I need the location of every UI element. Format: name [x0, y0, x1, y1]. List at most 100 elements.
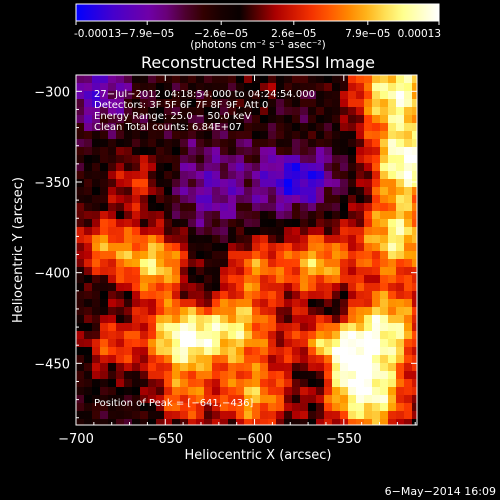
heatmap-cell: [300, 243, 308, 251]
heatmap-cell: [196, 275, 204, 283]
heatmap-cell: [380, 227, 388, 235]
heatmap-cell: [284, 403, 292, 411]
heatmap-cell: [164, 171, 172, 179]
heatmap-cell: [356, 219, 364, 227]
heatmap-cell: [332, 259, 340, 267]
heatmap-cell: [212, 251, 220, 259]
heatmap-cell: [284, 243, 292, 251]
heatmap-cell: [196, 187, 204, 195]
heatmap-cell: [108, 395, 116, 403]
heatmap-cell: [276, 419, 284, 425]
heatmap-cell: [92, 99, 100, 107]
heatmap-cell: [204, 99, 212, 107]
heatmap-cell: [204, 147, 212, 155]
heatmap-cell: [284, 339, 292, 347]
heatmap-cell: [236, 283, 244, 291]
heatmap-cell: [412, 371, 417, 379]
heatmap-cell: [92, 155, 100, 163]
heatmap-cell: [140, 331, 148, 339]
heatmap-cell: [236, 219, 244, 227]
heatmap-cell: [396, 283, 404, 291]
heatmap-cell: [332, 155, 340, 163]
heatmap-cell: [260, 155, 268, 163]
heatmap-cell: [164, 163, 172, 171]
heatmap-cell: [380, 315, 388, 323]
heatmap-cell: [356, 179, 364, 187]
heatmap-cell: [316, 307, 324, 315]
heatmap-cell: [100, 219, 108, 227]
heatmap-cell: [252, 107, 260, 115]
heatmap-cell: [76, 163, 84, 171]
heatmap-cell: [172, 227, 180, 235]
heatmap-cell: [76, 91, 84, 99]
heatmap-cell: [380, 363, 388, 371]
heatmap-cell: [116, 195, 124, 203]
heatmap-cell: [92, 259, 100, 267]
heatmap-cell: [180, 83, 188, 91]
heatmap-cell: [124, 179, 132, 187]
heatmap-cell: [124, 219, 132, 227]
heatmap-cell: [316, 339, 324, 347]
heatmap-cell: [284, 275, 292, 283]
heatmap-cell: [172, 395, 180, 403]
heatmap-cell: [276, 115, 284, 123]
heatmap-cell: [172, 259, 180, 267]
heatmap-cell: [396, 83, 404, 91]
heatmap-cell: [244, 107, 252, 115]
heatmap-cell: [204, 347, 212, 355]
heatmap-cell: [276, 379, 284, 387]
heatmap-cell: [300, 403, 308, 411]
heatmap-cell: [100, 259, 108, 267]
heatmap-cell: [316, 235, 324, 243]
heatmap-cell: [396, 395, 404, 403]
heatmap-cell: [300, 171, 308, 179]
heatmap-cell: [388, 259, 396, 267]
heatmap-cell: [132, 179, 140, 187]
heatmap-cell: [348, 99, 356, 107]
heatmap-cell: [364, 123, 372, 131]
heatmap-cell: [124, 395, 132, 403]
heatmap-cell: [308, 419, 316, 425]
heatmap-cell: [380, 307, 388, 315]
heatmap-cell: [148, 163, 156, 171]
heatmap-cell: [228, 187, 236, 195]
heatmap-cell: [132, 147, 140, 155]
heatmap-cell: [340, 291, 348, 299]
heatmap-cell: [292, 419, 300, 425]
heatmap-cell: [108, 171, 116, 179]
heatmap-cell: [388, 75, 396, 83]
heatmap-cell: [348, 139, 356, 147]
heatmap-cell: [340, 187, 348, 195]
heatmap-cell: [388, 83, 396, 91]
heatmap-cell: [212, 379, 220, 387]
heatmap-cell: [308, 283, 316, 291]
heatmap-cell: [116, 83, 124, 91]
heatmap-cell: [244, 227, 252, 235]
heatmap-cell: [100, 315, 108, 323]
heatmap-cell: [212, 307, 220, 315]
heatmap-cell: [316, 123, 324, 131]
heatmap-cell: [380, 219, 388, 227]
heatmap-cell: [412, 115, 417, 123]
heatmap-cell: [284, 347, 292, 355]
heatmap-cell: [404, 347, 412, 355]
heatmap-cell: [356, 275, 364, 283]
heatmap-cell: [284, 219, 292, 227]
heatmap-cell: [284, 379, 292, 387]
heatmap-cell: [76, 363, 84, 371]
heatmap-cell: [204, 131, 212, 139]
heatmap-cell: [212, 131, 220, 139]
heatmap-cell: [236, 347, 244, 355]
heatmap-cell: [300, 291, 308, 299]
heatmap-cell: [268, 243, 276, 251]
heatmap-cell: [172, 115, 180, 123]
heatmap-cell: [212, 323, 220, 331]
heatmap-cell: [92, 411, 100, 419]
heatmap-cell: [140, 323, 148, 331]
heatmap-cell: [108, 363, 116, 371]
heatmap-cell: [204, 187, 212, 195]
heatmap-cell: [100, 331, 108, 339]
heatmap-cell: [148, 275, 156, 283]
heatmap-cell: [276, 107, 284, 115]
heatmap-cell: [404, 211, 412, 219]
